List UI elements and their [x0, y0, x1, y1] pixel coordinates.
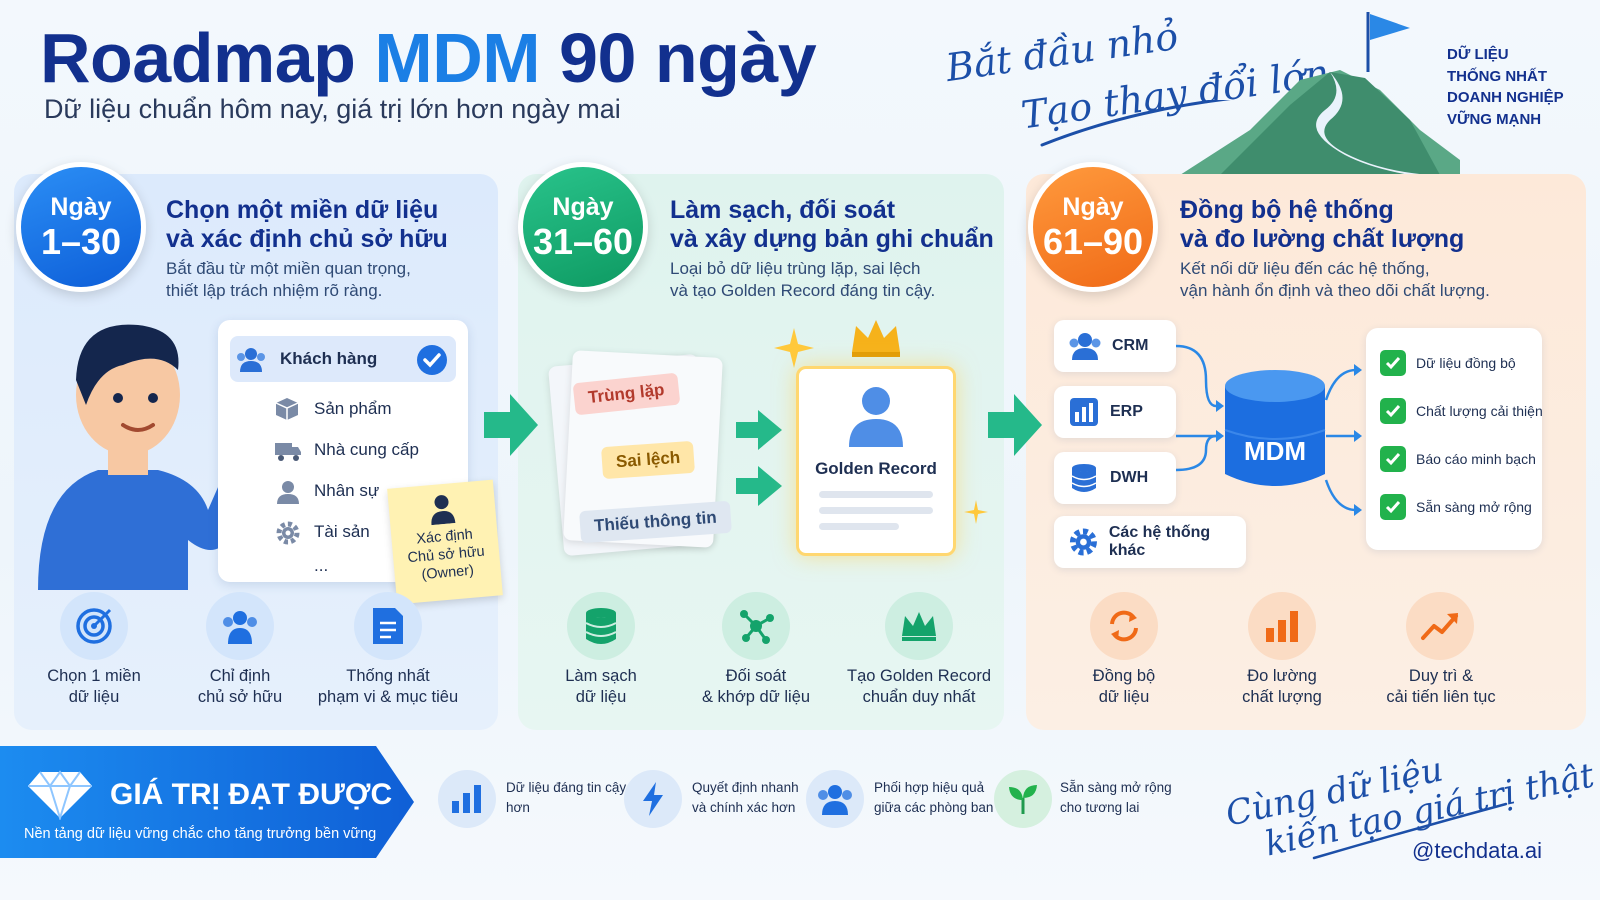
value-banner-subtitle: Nền tảng dữ liệu vững chắc cho tăng trưở… [24, 826, 377, 842]
phase-2-badge: Ngày 31–60 [518, 162, 648, 292]
goal-text: DỮ LIỆU THỐNG NHẤT DOANH NGHIỆP VỮNG MẠN… [1447, 46, 1564, 128]
people-icon [206, 592, 274, 660]
check-circle-icon [417, 345, 447, 375]
phase-1-heading: Chọn một miền dữ liệu và xác định chủ sở… [166, 196, 448, 253]
phase-3-description: Kết nối dữ liệu đến các hệ thống, vận hà… [1180, 259, 1490, 300]
step-align-scope: Thống nhất phạm vi & mục tiêu [317, 667, 459, 706]
crown-icon [852, 320, 900, 357]
golden-record-label: Golden Record [815, 459, 937, 478]
benefit-reliable-data: Dữ liệu đáng tin cậy hơn [506, 780, 627, 815]
sprout-icon [994, 770, 1052, 828]
step-maintain-improve: Duy trì & cải tiến liên tục [1386, 667, 1496, 706]
database-icon [1071, 464, 1097, 492]
sparkle-icon [774, 328, 814, 368]
arrow-right-icon [736, 410, 782, 506]
target-icon [60, 592, 128, 660]
trend-up-icon [1406, 592, 1474, 660]
phase-2-description: Loại bỏ dữ liệu trùng lặp, sai lệch và t… [670, 259, 936, 300]
people-icon [237, 348, 265, 372]
database-icon [567, 592, 635, 660]
system-erp[interactable]: ERP [1054, 386, 1176, 438]
crown-icon [885, 592, 953, 660]
people-icon [1069, 333, 1101, 360]
step-create-golden-record: Tạo Golden Record chuẩn duy nhất [847, 667, 991, 706]
benefit-fast-decisions: Quyết định nhanh và chính xác hơn [692, 780, 799, 815]
placeholder-line [819, 523, 899, 530]
owner-sticky-note: Xác định Chủ sở hữu (Owner) [387, 479, 503, 605]
user-icon [431, 495, 456, 526]
mountain-flag-illustration [1180, 12, 1460, 175]
document-icon [354, 592, 422, 660]
diamond-icon [28, 770, 92, 820]
arrow-right-icon [484, 394, 538, 456]
gear-icon [276, 521, 300, 545]
domain-item-hr[interactable]: Nhân sự [314, 481, 380, 500]
box-icon [275, 398, 299, 420]
outcome-reporting: Báo cáo minh bạch [1416, 451, 1536, 467]
system-crm[interactable]: CRM [1054, 320, 1176, 372]
checkbox-checked-icon [1380, 446, 1406, 472]
checkbox-checked-icon [1380, 398, 1406, 424]
team-icon [806, 770, 864, 828]
sync-icon [1090, 592, 1158, 660]
phase-2-heading: Làm sạch, đối soát và xây dựng bản ghi c… [670, 196, 994, 253]
domain-item-asset[interactable]: Tài sản [314, 522, 370, 541]
page-subtitle: Dữ liệu chuẩn hôm nay, giá trị lớn hơn n… [44, 94, 621, 124]
signature-underline [1312, 802, 1508, 860]
truck-icon [275, 443, 301, 461]
outcome-scalable: Sẵn sàng mở rộng [1416, 499, 1532, 515]
bar-chart-icon [1070, 398, 1098, 426]
step-measure-quality: Đo lường chất lượng [1242, 667, 1322, 706]
bar-chart-icon [438, 770, 496, 828]
phase-3-heading: Đồng bộ hệ thống và đo lường chất lượng [1180, 196, 1465, 253]
system-other[interactable]: Các hệ thống khác [1054, 516, 1246, 568]
sync-connectors [1176, 344, 1362, 516]
checkbox-checked-icon [1380, 350, 1406, 376]
issue-mismatch-tag: Sai lệch [600, 440, 696, 480]
placeholder-line [819, 507, 933, 514]
step-sync-data: Đồng bộ dữ liệu [1092, 667, 1156, 706]
outcome-quality: Chất lượng cải thiện [1416, 403, 1543, 419]
step-choose-domain: Chọn 1 miền dữ liệu [47, 667, 141, 706]
step-clean-data: Làm sạch dữ liệu [565, 667, 637, 706]
sparkle-icon [964, 500, 988, 524]
user-icon [849, 387, 903, 447]
placeholder-line [819, 491, 933, 498]
social-handle: @techdata.ai [1412, 838, 1542, 863]
domain-item-supplier[interactable]: Nhà cung cấp [314, 440, 419, 459]
user-icon [277, 481, 299, 504]
network-icon [722, 592, 790, 660]
domain-item-customer: Khách hàng [280, 349, 378, 368]
slogan-underline [1040, 100, 1231, 147]
checkbox-checked-icon [1380, 494, 1406, 520]
page-title: Roadmap MDM 90 ngày [40, 19, 817, 97]
step-assign-owner: Chỉ định chủ sở hữu [197, 667, 283, 706]
mdm-hub-label: MDM [1243, 436, 1307, 466]
phase-3-badge: Ngày 61–90 [1028, 162, 1158, 292]
mdm-database-hub [1224, 370, 1326, 486]
phase-1-description: Bắt đầu từ một miền quan trọng, thiết lậ… [166, 259, 411, 300]
arrow-right-icon [988, 394, 1042, 456]
value-banner-title: GIÁ TRỊ ĐẠT ĐƯỢC [110, 778, 393, 811]
gear-icon [1069, 528, 1097, 556]
outcome-synced: Dữ liệu đồng bộ [1416, 355, 1516, 371]
benefit-scalable: Sẵn sàng mở rộng cho tương lai [1060, 780, 1172, 815]
value-banner [0, 746, 414, 858]
phase-1-badge: Ngày 1–30 [16, 162, 146, 292]
step-reconcile-data: Đối soát & khớp dữ liệu [701, 667, 811, 706]
golden-record-card: Golden Record [796, 366, 956, 556]
domain-item-more: ... [314, 556, 329, 575]
system-dwh[interactable]: DWH [1054, 452, 1176, 504]
domain-item-product[interactable]: Sản phẩm [314, 399, 392, 418]
lightning-icon [624, 770, 682, 828]
bar-chart-icon [1248, 592, 1316, 660]
benefit-collaboration: Phối hợp hiệu quả giữa các phòng ban [874, 780, 994, 815]
